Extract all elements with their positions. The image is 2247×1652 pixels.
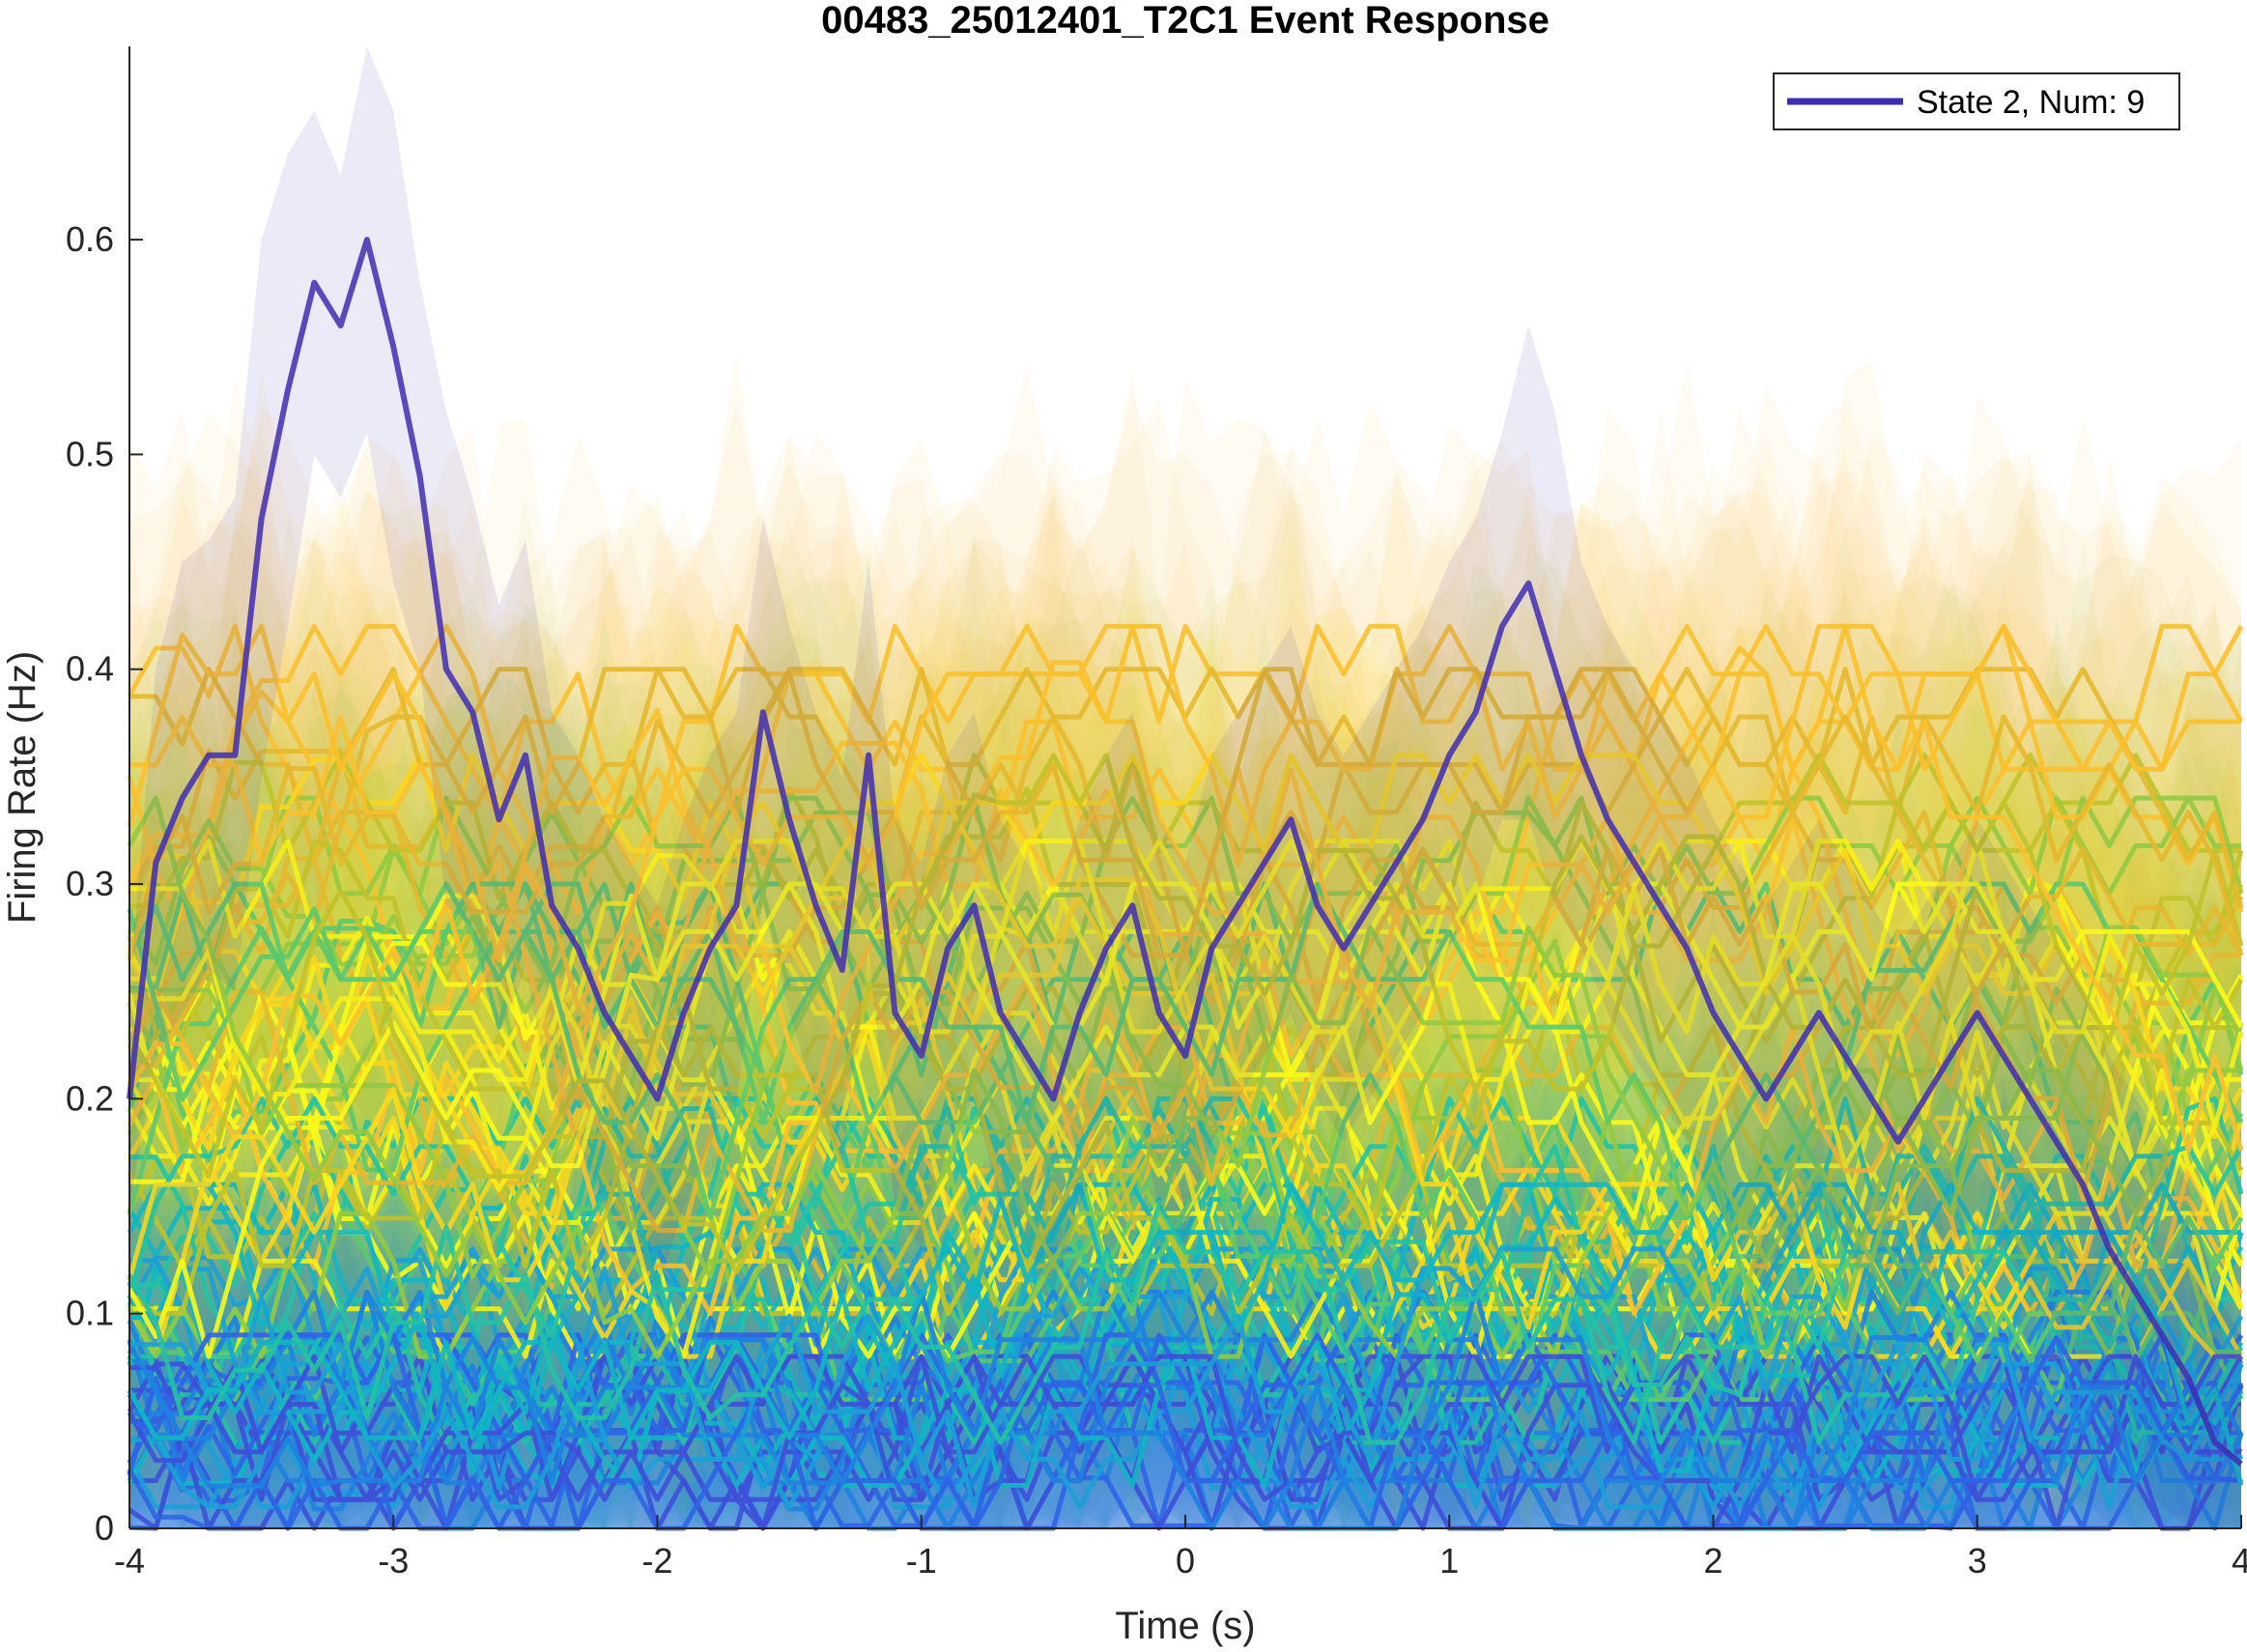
band-24: [129, 351, 2241, 1234]
band-15: [129, 1099, 2241, 1528]
band-0: [129, 1094, 2241, 1528]
highlighted-band: [129, 46, 2241, 1528]
series-line-82: [127, 839, 2244, 1192]
x-tick-label: -2: [641, 1541, 672, 1581]
series-line-64: [127, 839, 2244, 1317]
band-85: [129, 1091, 2241, 1528]
series-line-92: [127, 753, 2244, 1274]
band-14: [129, 1079, 2241, 1528]
y-ticks: 0 0.1 0.2 0.3 0.4 0.5 0.6: [66, 219, 143, 1548]
y-tick-label: 0.6: [66, 219, 114, 259]
band-21: [129, 537, 2241, 1402]
x-ticks: -4 -3 -2 -1 0 1 2 3 4: [114, 1515, 2247, 1581]
x-tick-label: -3: [378, 1541, 409, 1581]
band-65: [129, 390, 2241, 1269]
series-line-91: [127, 795, 2241, 1359]
series-line-84: [129, 1353, 2241, 1531]
series-line-74: [129, 1182, 2241, 1488]
x-tick-label: 1: [1439, 1541, 1459, 1581]
highlighted-series-line: [127, 237, 2243, 1467]
series-line-90: [127, 881, 2244, 1364]
x-tick-label: 2: [1703, 1541, 1722, 1581]
series-line-94: [127, 623, 2244, 1154]
series-line-87: [129, 1246, 2244, 1510]
chart-title: 00483_25012401_T2C1 Event Response: [821, 0, 1550, 42]
band-70: [129, 1083, 2241, 1528]
series-line-62: [129, 881, 2244, 1403]
y-tick-label: 0.1: [66, 1294, 114, 1333]
highlighted-series-group: [127, 46, 2243, 1528]
x-axis-title: Time (s): [1115, 1605, 1255, 1647]
band-42: [129, 1080, 2241, 1528]
series-line-73: [129, 1246, 2244, 1510]
series-line-78: [128, 834, 2244, 1317]
legend-label: State 2, Num: 9: [1917, 84, 2145, 121]
band-54: [129, 586, 2241, 1528]
band-90: [129, 683, 2241, 1528]
x-tick-label: -1: [906, 1541, 937, 1581]
series-line-86: [127, 1289, 2244, 1531]
y-tick-label: 0.3: [66, 864, 114, 903]
x-tick-label: 0: [1176, 1541, 1195, 1581]
series-line-53: [127, 753, 2244, 1359]
series-line-89: [127, 1144, 2244, 1445]
x-tick-label: -4: [114, 1541, 145, 1581]
series-line-93: [127, 667, 2244, 960]
series-line-52: [127, 623, 2244, 1270]
series-line-80: [127, 623, 2241, 1142]
legend: State 2, Num: 9: [1773, 72, 2180, 130]
y-axis-title: Firing Rate (Hz): [1, 651, 43, 924]
y-tick-label: 0.2: [66, 1078, 114, 1118]
band-83: [129, 607, 2241, 1523]
series-line-88: [127, 1182, 2244, 1487]
band-5: [129, 833, 2241, 1528]
x-tick-label: 4: [2232, 1541, 2247, 1581]
y-tick-label: 0.5: [66, 434, 114, 473]
series-lines: [127, 623, 2244, 1531]
band-80: [129, 383, 2241, 1292]
series-line-38: [127, 623, 2244, 1296]
y-tick-label: 0.4: [66, 649, 114, 689]
band-84: [129, 1088, 2241, 1528]
band-93: [129, 407, 2241, 1152]
y-tick-label: 0: [95, 1508, 114, 1548]
series-line-79: [127, 846, 2244, 1234]
x-tick-label: 3: [1968, 1541, 1987, 1581]
band-53: [129, 488, 2241, 1497]
series-line-83: [127, 881, 2244, 1359]
